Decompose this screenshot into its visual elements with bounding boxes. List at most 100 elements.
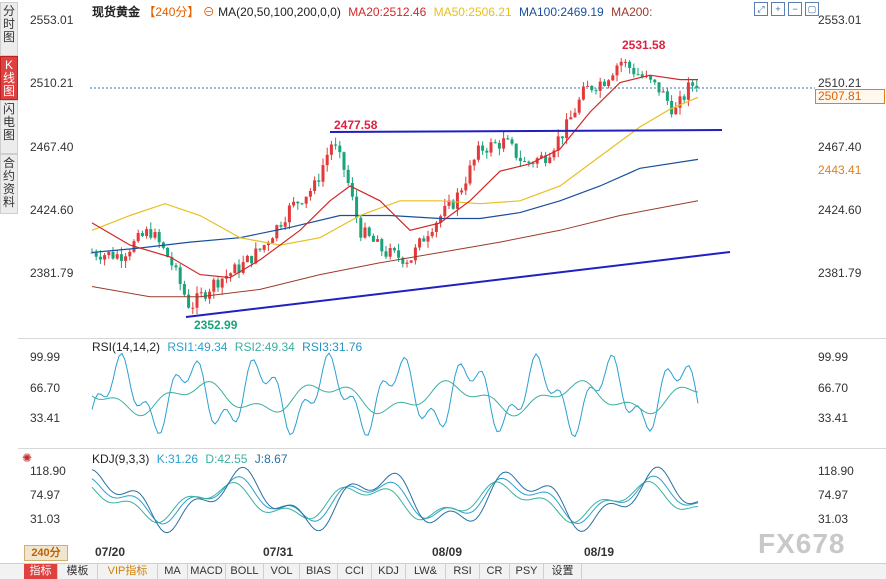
period-selector[interactable]: 240分 [24,545,68,561]
zoom-in-icon[interactable]: + [771,2,785,16]
zoom-out-icon[interactable]: − [788,2,802,16]
candle-body [313,180,317,191]
rsi-header: RSI(14,14,2) RSI1:49.34 RSI2:49.34 RSI3:… [92,340,362,354]
candle-body [569,117,573,120]
candle-body [443,205,447,217]
candle-body [338,145,342,153]
d-value: D:42.55 [205,452,248,466]
candle-body [670,100,674,115]
indicator-line [91,380,699,417]
tab-boll[interactable]: BOLL [226,564,264,579]
ma50-value: MA50:2506.21 [433,5,512,19]
rsi1-value: RSI1:49.34 [167,340,228,354]
candle-body [674,107,678,115]
candle-body [619,61,623,66]
rsi-tick: 66.70 [30,381,61,395]
tab-templates[interactable]: 模板 [58,564,98,579]
candle-body [405,262,409,264]
tab-rsi[interactable]: RSI [446,564,480,579]
tab-lw[interactable]: LW& [406,564,446,579]
candle-body [90,252,94,254]
rsi-tick: 33.41 [30,411,61,425]
candle-body [220,278,224,288]
expand-icon[interactable]: ⤢ [754,2,768,16]
candle-body [607,80,611,86]
candle-body [174,265,178,268]
candle-body [485,150,489,153]
secondary-price-label: 2443.41 [818,163,862,177]
candle-body [380,239,384,252]
price-tick: 2510.21 [30,76,74,90]
tab-timeshare[interactable]: 分时图 [0,2,18,56]
restore-icon[interactable]: ▢ [805,2,819,16]
kdj-header: KDJ(9,3,3) K:31.26 D:42.55 J:8.67 [92,452,288,466]
tab-bias[interactable]: BIAS [300,564,338,579]
k-value: K:31.26 [156,452,199,466]
candle-body [111,251,115,259]
price-tick-right: 2510.21 [818,76,862,90]
candle-body [287,205,291,223]
candle-body [581,86,585,100]
candle-body [682,96,686,100]
tab-contract-info[interactable]: 合约资料 [0,154,18,214]
candle-body [397,250,401,258]
candle-body [573,112,577,118]
candle-body [266,242,270,246]
candle-body [401,257,405,264]
sun-icon[interactable]: ✺ [22,451,33,465]
candle-body [157,232,161,243]
rsi-tick-right: 66.70 [818,381,849,395]
candle-body [187,294,191,308]
candle-body [203,292,207,299]
candle-body [195,293,199,308]
tab-kline[interactable]: K线图 [0,56,18,100]
circle-icon[interactable]: ⊖ [202,5,215,19]
candle-body [292,201,296,206]
tab-vol[interactable]: VOL [264,564,300,579]
tab-macd[interactable]: MACD [188,564,226,579]
candle-body [455,192,459,209]
tab-cci[interactable]: CCI [338,564,372,579]
price-tick: 2467.40 [30,140,74,154]
candle-body [577,99,581,113]
candle-body [308,190,312,197]
kdj-tick-right: 74.97 [818,488,849,502]
candle-body [250,255,254,264]
candle-body [560,136,564,139]
candle-body [502,138,506,149]
rsi-label: RSI(14,14,2) [92,340,161,354]
ma100-value: MA100:2469.19 [519,5,604,19]
current-price-box: 2507.81 [815,89,885,104]
tab-ma[interactable]: MA [158,564,188,579]
candle-body [317,180,321,182]
rsi-tick-right: 99.99 [818,350,849,364]
kdj-label: KDJ(9,3,3) [92,452,150,466]
tab-cr[interactable]: CR [480,564,510,579]
tab-vip-indicators[interactable]: VIP指标 [98,564,158,579]
candle-body [140,233,144,236]
candle-body [241,262,245,273]
candle-body [451,200,455,209]
candle-body [615,65,619,76]
tab-psy[interactable]: PSY [510,564,544,579]
rsi2-value: RSI2:49.34 [234,340,295,354]
ma-definition: MA(20,50,100,200,0,0) [218,5,341,19]
price-tick: 2553.01 [30,13,74,27]
candle-body [254,248,258,264]
candle-body [506,138,510,140]
x-label: 08/09 [432,545,463,559]
candle-body [623,61,627,63]
candle-body [199,292,203,294]
rsi-lines [91,352,699,438]
candle-body [149,229,153,238]
tab-settings[interactable]: 设置 [544,564,582,579]
ma100-line [91,158,699,254]
tab-indicators[interactable]: 指标 [24,564,58,579]
tab-kdj[interactable]: KDJ [372,564,406,579]
candle-body [182,284,186,295]
candle-body [472,159,476,166]
candle-body [430,231,434,237]
candle-body [636,74,640,76]
tab-lightning[interactable]: 闪电图 [0,100,18,154]
